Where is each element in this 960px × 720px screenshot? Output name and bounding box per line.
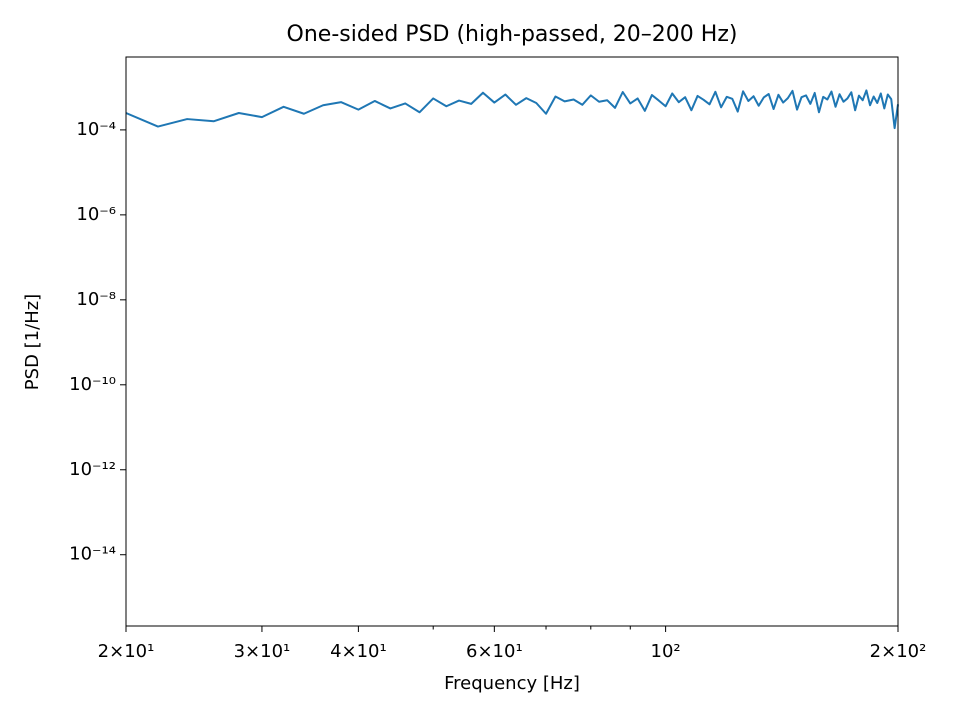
x-tick-label: 3×10¹ xyxy=(234,641,291,662)
y-axis-label: PSD [1/Hz] xyxy=(22,294,43,390)
x-axis-label: Frequency [Hz] xyxy=(444,673,580,694)
x-tick-label: 2×10¹ xyxy=(98,641,155,662)
y-tick-label: 10⁻¹⁰ xyxy=(69,374,116,395)
x-tick-label: 2×10² xyxy=(870,641,927,662)
y-tick-label: 10⁻¹² xyxy=(69,459,116,480)
x-tick-label: 6×10¹ xyxy=(466,641,523,662)
chart-title: One-sided PSD (high-passed, 20–200 Hz) xyxy=(287,22,738,47)
plot-frame xyxy=(125,56,899,627)
y-tick-label: 10⁻⁶ xyxy=(76,204,116,225)
x-tick-label: 4×10¹ xyxy=(330,641,387,662)
y-tick-label: 10⁻¹⁴ xyxy=(69,544,116,565)
y-tick-label: 10⁻⁸ xyxy=(76,289,116,310)
data-line xyxy=(125,89,899,130)
y-tick-label: 10⁻⁴ xyxy=(76,119,116,140)
x-tick-label: 10² xyxy=(651,641,681,662)
